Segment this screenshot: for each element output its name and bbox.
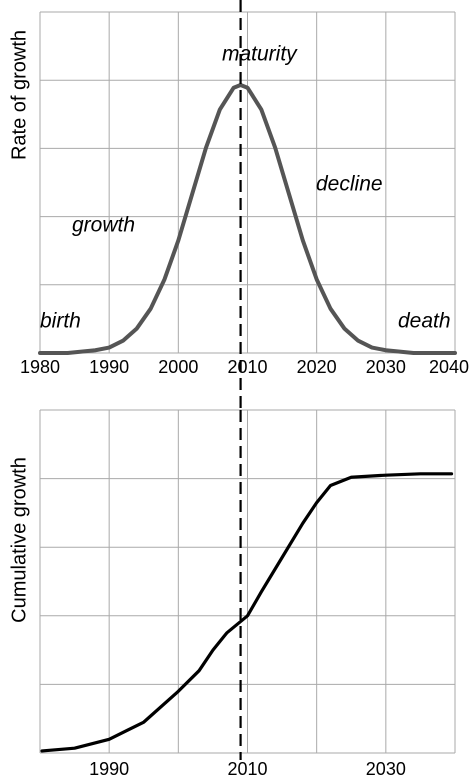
annotation: death xyxy=(398,310,451,333)
x-tick-label: 2040 xyxy=(429,357,469,377)
x-tick-label: 1990 xyxy=(89,357,129,377)
y-axis-label: Cumulative growth xyxy=(8,457,30,623)
line-series xyxy=(40,472,454,753)
x-tick-label: 2010 xyxy=(227,357,267,377)
x-tick-label: 2030 xyxy=(366,759,406,779)
x-tick-label: 2030 xyxy=(366,357,406,377)
x-tick-label: 2020 xyxy=(297,357,337,377)
annotation: decline xyxy=(316,173,383,196)
line-series xyxy=(38,82,457,355)
annotation: maturity xyxy=(222,43,298,66)
annotation: birth xyxy=(40,310,81,333)
x-tick-label: 1990 xyxy=(89,759,129,779)
y-axis-label: Rate of growth xyxy=(8,30,30,160)
x-tick-label: 2000 xyxy=(158,357,198,377)
x-tick-label: 2010 xyxy=(227,759,267,779)
x-tick-label: 1980 xyxy=(20,357,60,377)
annotation: growth xyxy=(72,214,135,237)
